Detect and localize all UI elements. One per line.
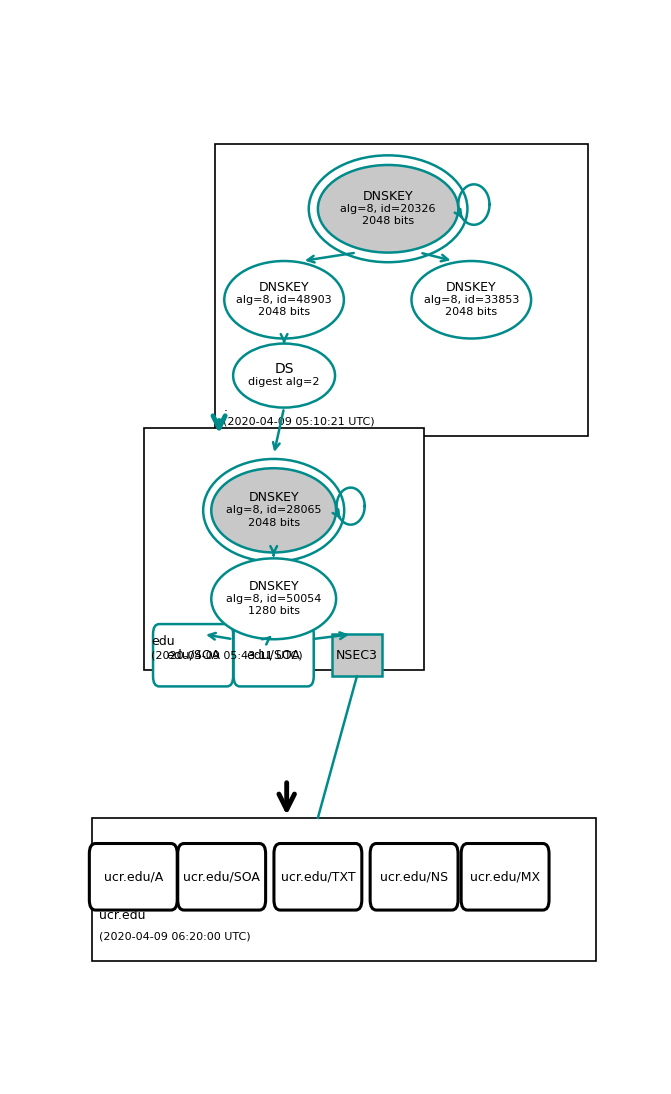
Text: 2048 bits: 2048 bits: [446, 307, 497, 317]
Ellipse shape: [318, 165, 458, 253]
Text: ucr.edu/NS: ucr.edu/NS: [380, 871, 448, 883]
Bar: [336, 640, 378, 655]
Text: 1280 bits: 1280 bits: [248, 606, 300, 616]
Text: (2020-04-09 05:10:21 UTC): (2020-04-09 05:10:21 UTC): [223, 417, 375, 427]
Bar: [144, 428, 425, 671]
Text: edu: edu: [152, 636, 175, 648]
Text: edu/SOA: edu/SOA: [247, 649, 301, 662]
Bar: [332, 635, 382, 676]
Text: ucr.edu: ucr.edu: [99, 909, 146, 922]
Text: DNSKEY: DNSKEY: [259, 281, 309, 293]
FancyBboxPatch shape: [89, 843, 177, 910]
Text: digest alg=2: digest alg=2: [248, 377, 320, 387]
FancyBboxPatch shape: [274, 843, 362, 910]
Ellipse shape: [211, 558, 336, 639]
FancyBboxPatch shape: [178, 843, 266, 910]
Text: ucr.edu/SOA: ucr.edu/SOA: [183, 871, 260, 883]
Text: alg=8, id=50054: alg=8, id=50054: [226, 594, 321, 604]
Text: alg=8, id=28065: alg=8, id=28065: [226, 505, 321, 515]
Text: (2020-04-09 06:20:00 UTC): (2020-04-09 06:20:00 UTC): [99, 932, 251, 942]
Text: DNSKEY: DNSKEY: [248, 491, 299, 504]
Text: 2048 bits: 2048 bits: [248, 517, 300, 528]
Text: DNSKEY: DNSKEY: [248, 580, 299, 593]
FancyBboxPatch shape: [153, 624, 233, 686]
Text: alg=8, id=48903: alg=8, id=48903: [236, 294, 332, 305]
Text: .: .: [223, 400, 227, 414]
Ellipse shape: [233, 344, 335, 408]
Text: alg=8, id=33853: alg=8, id=33853: [423, 294, 519, 305]
Text: (2020-04-09 05:43:11 UTC): (2020-04-09 05:43:11 UTC): [152, 651, 303, 661]
Bar: [92, 818, 596, 961]
Text: DNSKEY: DNSKEY: [446, 281, 497, 293]
Ellipse shape: [211, 468, 336, 552]
Text: ucr.edu/TXT: ucr.edu/TXT: [280, 871, 355, 883]
Text: 2048 bits: 2048 bits: [362, 217, 414, 226]
Text: ucr.edu/MX: ucr.edu/MX: [470, 871, 540, 883]
Text: alg=8, id=20326: alg=8, id=20326: [340, 203, 436, 213]
Text: edu/SOA: edu/SOA: [166, 649, 220, 662]
Text: 2048 bits: 2048 bits: [258, 307, 310, 317]
Text: DNSKEY: DNSKEY: [363, 189, 413, 202]
Ellipse shape: [224, 261, 344, 338]
Text: ucr.edu/A: ucr.edu/A: [103, 871, 163, 883]
Ellipse shape: [411, 261, 531, 338]
Text: NSEC3: NSEC3: [336, 649, 378, 662]
FancyBboxPatch shape: [370, 843, 458, 910]
FancyBboxPatch shape: [234, 624, 314, 686]
Text: DS: DS: [274, 362, 294, 376]
FancyBboxPatch shape: [461, 843, 549, 910]
Bar: [215, 144, 588, 437]
